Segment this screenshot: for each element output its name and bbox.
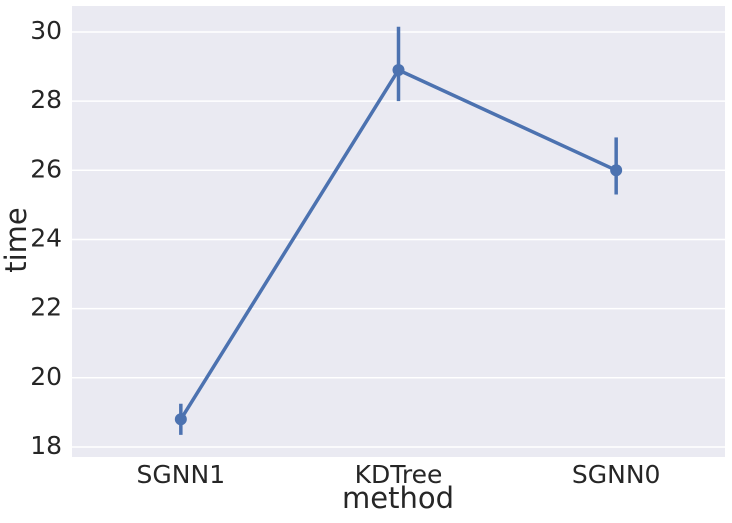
x-tick-label: KDTree — [355, 460, 443, 489]
y-tick-label: 20 — [30, 362, 62, 391]
y-axis-label: time — [0, 207, 33, 273]
x-axis-label: method — [342, 481, 454, 515]
y-tick-label: 18 — [30, 431, 62, 460]
y-tick-label: 24 — [30, 223, 62, 252]
point — [392, 63, 405, 76]
point — [610, 164, 623, 177]
point — [174, 413, 187, 426]
x-tick-label: SGNN1 — [137, 460, 226, 489]
y-tick-label: 30 — [30, 16, 62, 45]
y-tick-label: 26 — [30, 154, 62, 183]
x-tick-label: SGNN0 — [572, 460, 661, 489]
y-tick-label: 22 — [30, 293, 62, 322]
y-tick-label: 28 — [30, 85, 62, 114]
